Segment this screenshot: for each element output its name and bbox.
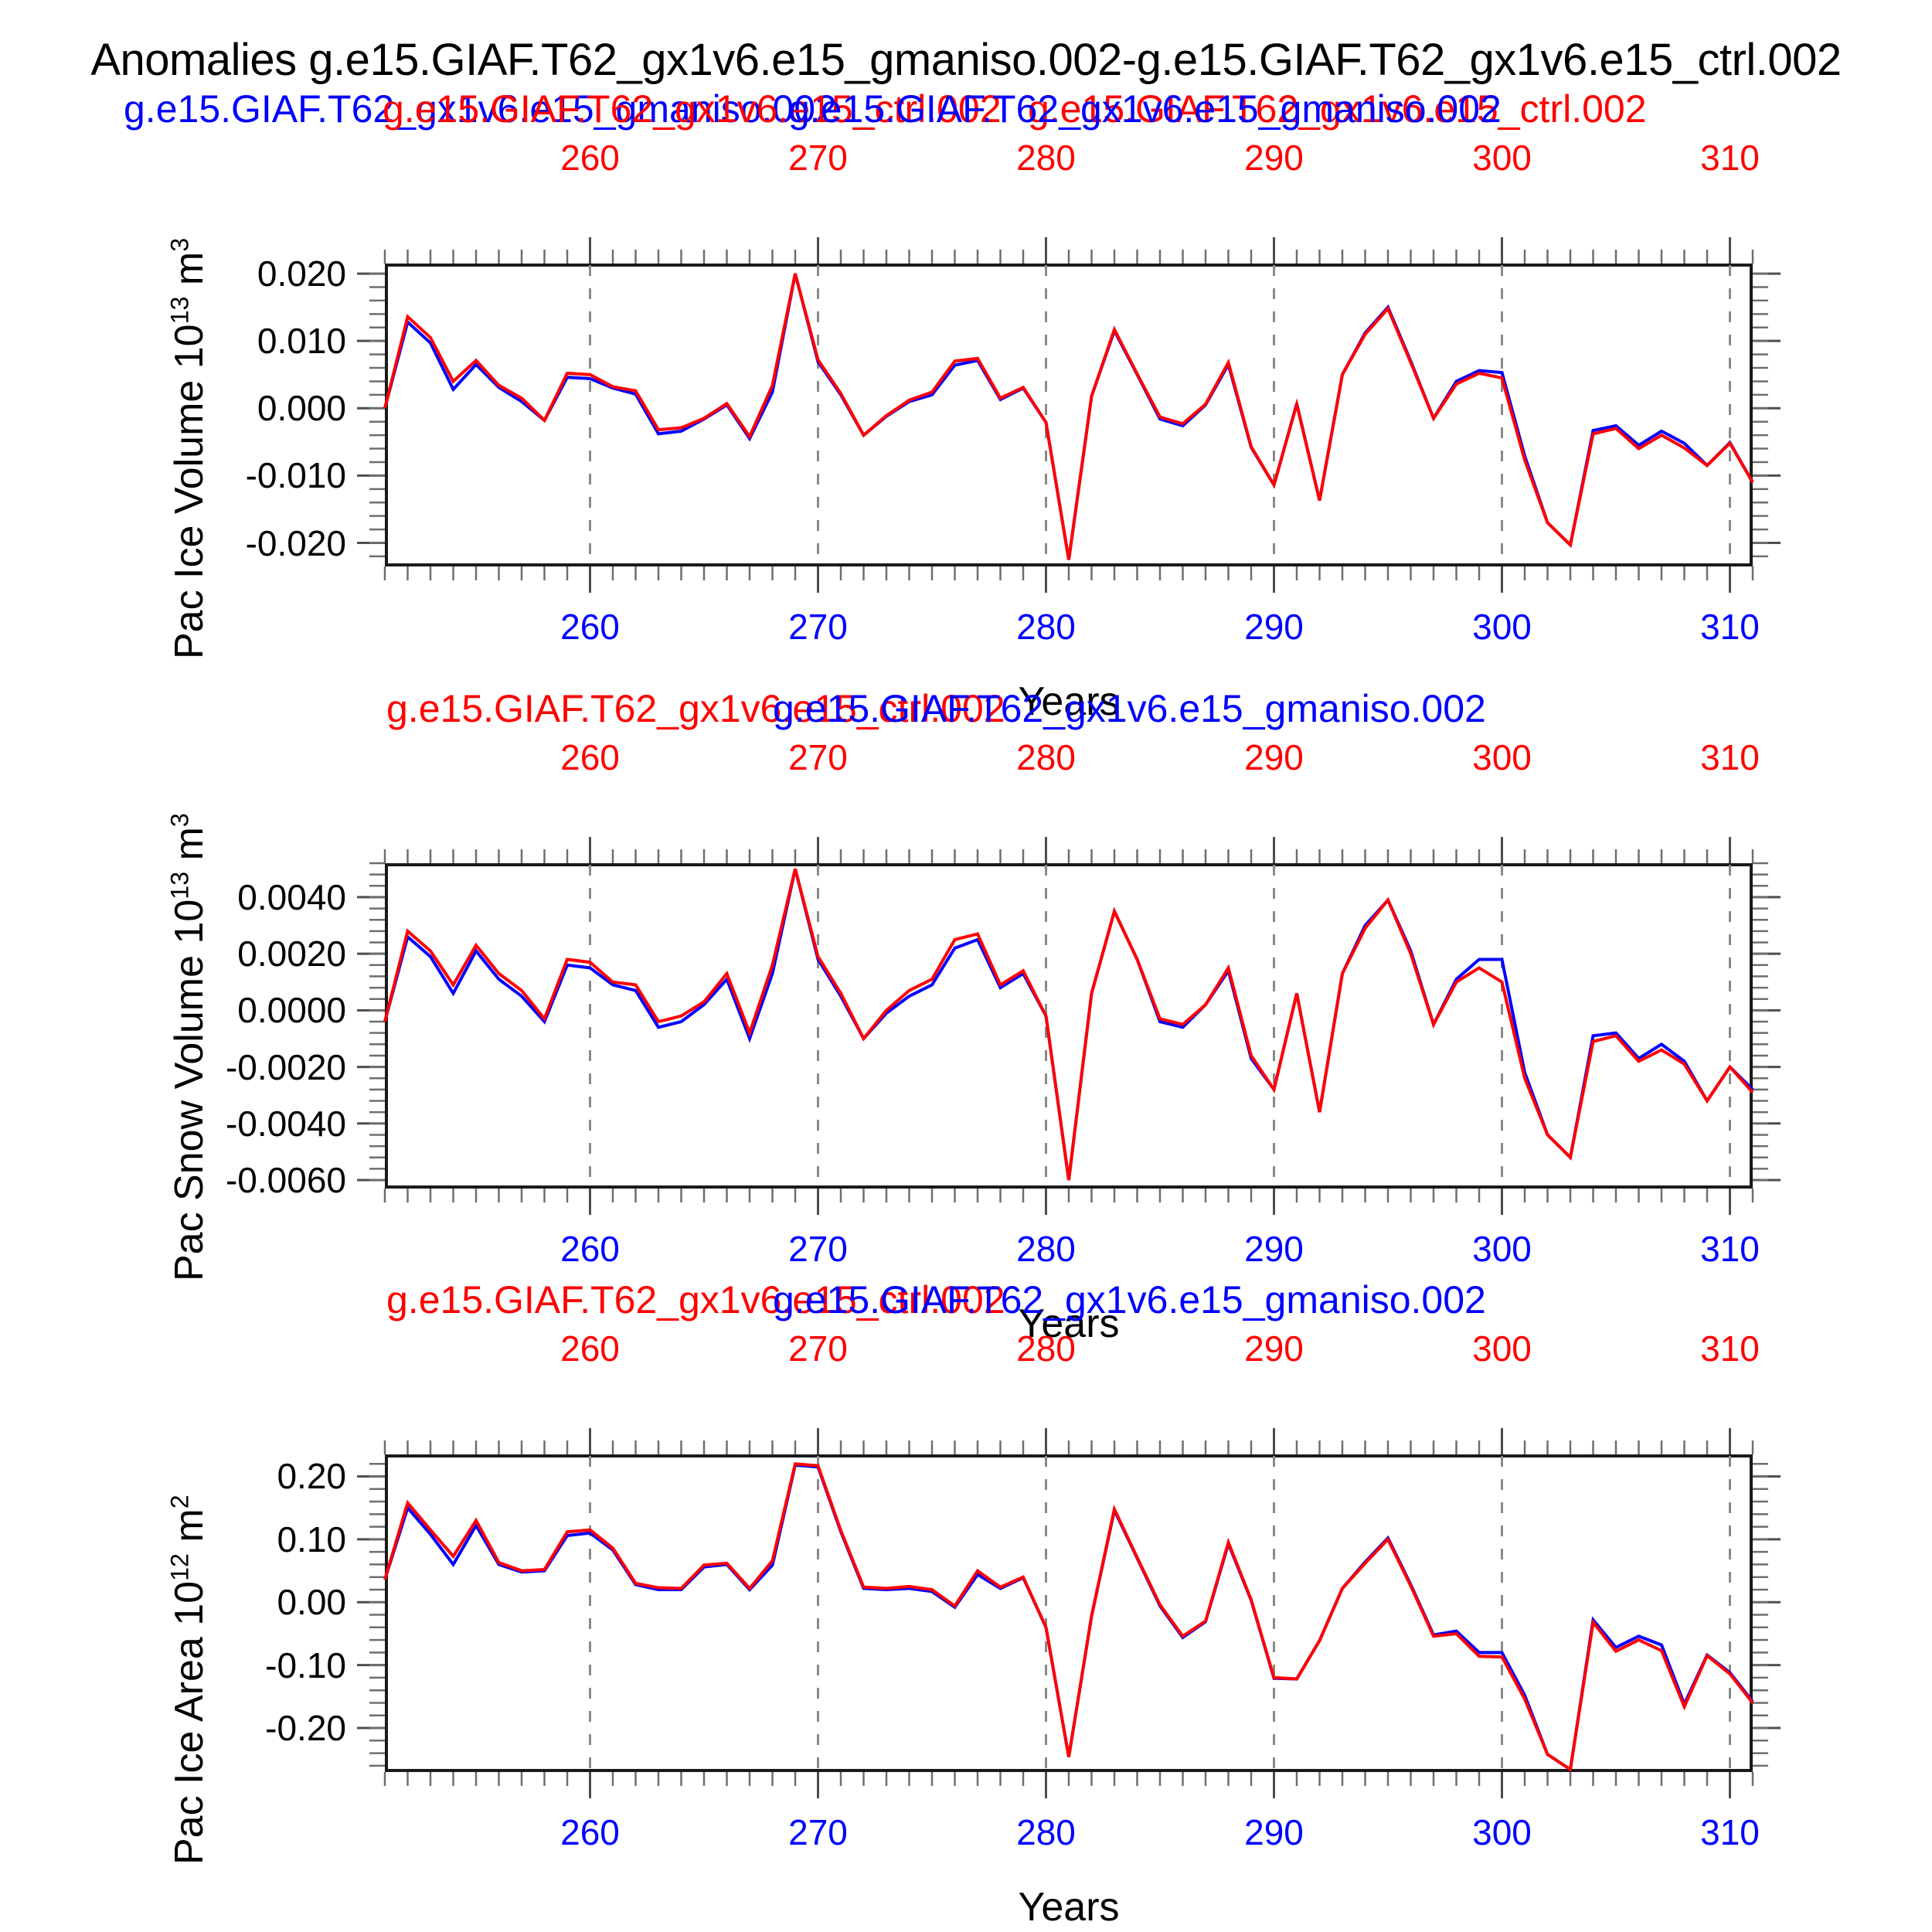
xtick-top-2-280: 280 [1016, 737, 1076, 777]
x-axis-label-2: Years [1018, 1301, 1120, 1346]
ytick-2-2: 0.0000 [237, 990, 346, 1031]
xtick-bottom-1-270: 270 [788, 607, 848, 647]
y-axis-label-1: Pac Ice Volume 1013 m3 [165, 237, 212, 659]
xtick-top-3-290: 290 [1244, 1328, 1304, 1369]
xtick-top-2-290: 290 [1244, 737, 1304, 777]
ytick-3-4: -0.20 [265, 1708, 346, 1749]
panel-2-header-ctrl: g.e15.GIAF.T62_gx1v6.e15_ctrl.002 [386, 687, 1005, 730]
panel-1-header-gmaniso: g.e15.GIAF.T62_gx1v6.e15_gmaniso.002 [124, 87, 837, 131]
xtick-top-2-260: 260 [560, 737, 620, 777]
ytick-2-3: -0.0020 [225, 1046, 346, 1087]
xtick-top-1-310: 310 [1700, 138, 1760, 178]
panel-1-header-ctrl: g.e15.GIAF.T62_gx1v6.e15_ctrl.002 [383, 87, 1002, 131]
ytick-2-5: -0.0060 [225, 1160, 346, 1201]
xtick-top-1-300: 300 [1472, 138, 1532, 178]
page-title: Anomalies g.e15.GIAF.T62_gx1v6.e15_gmani… [90, 35, 1842, 85]
x-axis-label-1: Years [1018, 679, 1120, 724]
ytick-2-4: -0.0040 [225, 1103, 346, 1144]
xtick-bottom-2-310: 310 [1700, 1229, 1760, 1269]
xtick-top-1-260: 260 [560, 138, 620, 178]
xtick-bottom-2-300: 300 [1472, 1229, 1532, 1269]
ytick-3-2: 0.00 [277, 1582, 346, 1623]
ytick-3-1: 0.10 [277, 1519, 346, 1560]
ytick-1-3: -0.010 [245, 455, 346, 496]
y-axis-label-2: Pac Snow Volume 1013 m3 [165, 813, 212, 1281]
xtick-bottom-1-300: 300 [1472, 607, 1532, 647]
xtick-top-2-310: 310 [1700, 737, 1760, 777]
plot-frame-2 [385, 863, 1753, 1189]
xtick-bottom-3-280: 280 [1016, 1812, 1076, 1852]
panel-1-header-ctrl-right: g.e15.GIAF.T62_gx1v6.e15_ctrl.002 [1028, 87, 1647, 131]
x-axis-label-3: Years [1018, 1885, 1120, 1930]
ytick-3-0: 0.20 [277, 1456, 346, 1497]
ytick-1-2: 0.000 [257, 388, 346, 429]
xtick-bottom-1-310: 310 [1700, 607, 1760, 647]
panel-2-header-gmaniso: g.e15.GIAF.T62_gx1v6.e15_gmaniso.002 [773, 687, 1486, 730]
xtick-top-3-280: 280 [1016, 1328, 1076, 1369]
ytick-2-1: 0.0020 [237, 934, 346, 975]
xtick-top-3-260: 260 [560, 1328, 620, 1369]
xtick-bottom-3-290: 290 [1244, 1812, 1304, 1852]
xtick-bottom-3-260: 260 [560, 1812, 620, 1852]
xtick-top-3-270: 270 [788, 1328, 848, 1369]
plot-frame-1 [385, 264, 1753, 566]
xtick-bottom-3-300: 300 [1472, 1812, 1532, 1852]
xtick-bottom-2-260: 260 [560, 1229, 620, 1269]
ytick-1-0: 0.020 [257, 253, 346, 294]
panel-3-header-gmaniso: g.e15.GIAF.T62_gx1v6.e15_gmaniso.002 [773, 1278, 1486, 1321]
xtick-top-1-290: 290 [1244, 138, 1304, 178]
xtick-bottom-3-310: 310 [1700, 1812, 1760, 1852]
xtick-bottom-2-290: 290 [1244, 1229, 1304, 1269]
ytick-1-1: 0.010 [257, 321, 346, 362]
xtick-bottom-1-280: 280 [1016, 607, 1076, 647]
xtick-top-3-300: 300 [1472, 1328, 1532, 1369]
xtick-bottom-1-290: 290 [1244, 607, 1304, 647]
xtick-top-3-310: 310 [1700, 1328, 1760, 1369]
ytick-2-0: 0.0040 [237, 876, 346, 917]
xtick-bottom-2-270: 270 [788, 1229, 848, 1269]
panel-3-header-ctrl: g.e15.GIAF.T62_gx1v6.e15_ctrl.002 [386, 1278, 1005, 1321]
panel-1-header-gmaniso-right: g.e15.GIAF.T62_gx1v6.e15_gmaniso.002 [788, 87, 1502, 131]
y-axis-label-3: Pac Ice Area 1012 m2 [165, 1495, 212, 1865]
ytick-1-4: -0.020 [245, 522, 346, 563]
xtick-top-1-280: 280 [1016, 138, 1076, 178]
xtick-top-1-270: 270 [788, 138, 848, 178]
xtick-top-2-300: 300 [1472, 737, 1532, 777]
xtick-top-2-270: 270 [788, 737, 848, 777]
xtick-bottom-3-270: 270 [788, 1812, 848, 1852]
xtick-bottom-2-280: 280 [1016, 1229, 1076, 1269]
xtick-bottom-1-260: 260 [560, 607, 620, 647]
plot-frame-3 [385, 1454, 1753, 1772]
ytick-3-3: -0.10 [265, 1645, 346, 1685]
